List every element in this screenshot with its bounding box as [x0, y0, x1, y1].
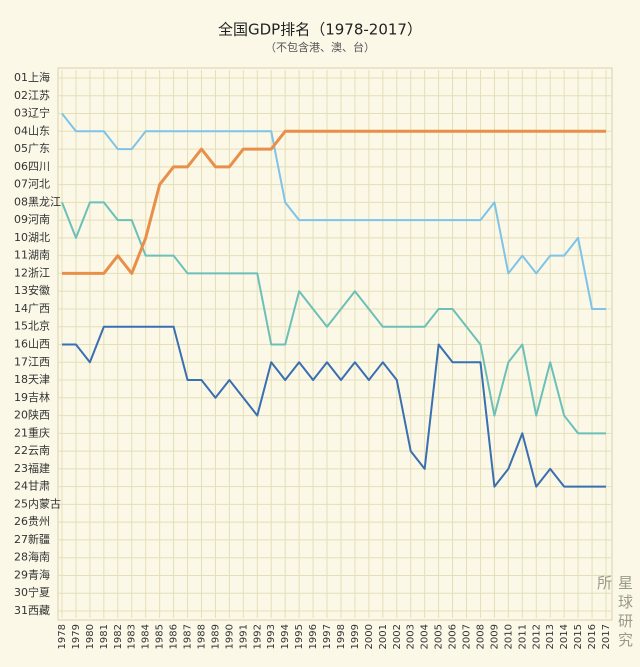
- series-line: [61, 201, 606, 435]
- x-tick-label: 2010: [503, 624, 514, 649]
- y-tick-label: 15北京: [14, 319, 50, 333]
- y-tick-label: 10湖北: [14, 231, 50, 244]
- y-tick-label: 21重庆: [14, 425, 50, 439]
- x-tick-label: 2016: [587, 624, 598, 649]
- y-tick-label: 14广西: [14, 302, 50, 315]
- x-tick-label: 1993: [266, 624, 277, 649]
- x-tick-label: 1995: [294, 624, 305, 649]
- x-tick-label: 2009: [489, 624, 500, 649]
- y-tick-label: 24甘肃: [14, 480, 50, 493]
- x-tick-label: 2001: [378, 624, 389, 649]
- y-tick-label: 04山东: [14, 124, 50, 137]
- series-line: [62, 325, 606, 488]
- x-tick-label: 2000: [364, 624, 375, 649]
- x-tick-label: 2013: [545, 624, 556, 649]
- x-tick-label: 2003: [406, 624, 417, 649]
- x-tick-label: 2005: [434, 624, 445, 649]
- y-tick-label: 06四川: [14, 160, 50, 173]
- y-tick-label: 26贵州: [14, 515, 50, 528]
- x-tick-label: 1992: [252, 624, 263, 649]
- x-tick-label: 1982: [113, 624, 124, 649]
- x-tick-label: 1996: [308, 624, 319, 649]
- chart-subtitle: （不包含港、澳、台）: [265, 40, 375, 54]
- x-tick-label: 1979: [71, 624, 82, 649]
- x-tick-label: 2014: [559, 624, 570, 649]
- x-tick-label: 1978: [57, 624, 68, 649]
- x-tick-label: 2015: [573, 624, 584, 649]
- x-tick-label: 1986: [169, 624, 180, 649]
- y-tick-label: 27新疆: [14, 532, 50, 546]
- y-tick-label: 30宁夏: [14, 585, 50, 599]
- y-tick-label: 08黑龙江: [14, 195, 61, 208]
- x-tick-label: 1990: [224, 624, 235, 649]
- y-tick-label: 01上海: [14, 70, 50, 84]
- x-tick-label: 2011: [517, 624, 528, 649]
- y-tick-label: 03辽宁: [14, 106, 50, 120]
- y-tick-label: 18天津: [14, 373, 50, 386]
- y-tick-label: 31西藏: [14, 604, 50, 617]
- x-tick-label: 1983: [127, 624, 138, 649]
- series-line: [62, 129, 606, 275]
- x-tick-label: 2008: [475, 624, 486, 649]
- y-tick-label: 05广东: [14, 142, 50, 155]
- x-tick-label: 1981: [99, 624, 110, 649]
- chart-title: 全国GDP排名（1978-2017）: [218, 21, 422, 39]
- x-tick-label: 1999: [350, 624, 361, 649]
- x-tick-label: 1998: [336, 624, 347, 649]
- x-tick-label: 1988: [196, 624, 207, 649]
- y-tick-label: 22云南: [14, 444, 50, 457]
- x-tick-label: 1985: [155, 624, 166, 649]
- x-tick-label: 2002: [392, 624, 403, 649]
- y-tick-label: 25内蒙古: [14, 496, 61, 510]
- y-tick-label: 13安徽: [14, 283, 50, 297]
- y-tick-label: 07河北: [14, 178, 50, 191]
- x-tick-label: 1987: [183, 624, 194, 649]
- x-tick-label: 1997: [322, 624, 333, 649]
- y-tick-label: 19吉林: [14, 390, 50, 404]
- x-tick-label: 2006: [448, 624, 459, 649]
- y-tick-label: 02江苏: [14, 89, 50, 102]
- y-tick-label: 16山西: [14, 338, 50, 351]
- y-tick-label: 12浙江: [14, 266, 50, 279]
- x-tick-label: 2017: [601, 624, 612, 649]
- x-tick-label: 1984: [141, 624, 152, 649]
- y-tick-label: 23福建: [14, 461, 50, 475]
- x-tick-label: 1991: [238, 624, 249, 649]
- y-tick-label: 28海南: [14, 550, 50, 564]
- x-tick-label: 1989: [210, 624, 221, 649]
- y-tick-label: 20陕西: [14, 408, 50, 422]
- x-tick-label: 1994: [280, 624, 291, 649]
- x-tick-label: 2007: [462, 624, 473, 649]
- y-tick-label: 17江西: [14, 355, 50, 368]
- y-tick-label: 29青海: [14, 567, 50, 581]
- series-line: [61, 112, 606, 310]
- y-tick-label: 11湖南: [14, 249, 50, 262]
- x-tick-label: 2012: [531, 624, 542, 649]
- y-tick-label: 09河南: [14, 213, 50, 226]
- x-tick-label: 1980: [85, 624, 96, 649]
- watermark: 星球研究所: [595, 575, 634, 651]
- x-tick-label: 2004: [420, 624, 431, 649]
